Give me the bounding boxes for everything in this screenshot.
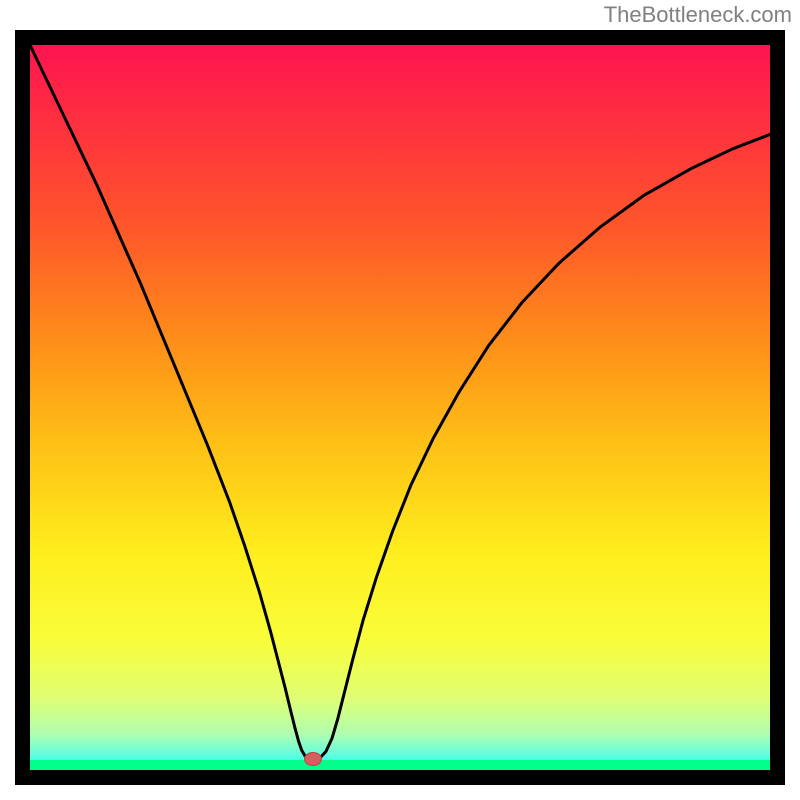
plot-frame bbox=[15, 30, 785, 785]
bottom-strip bbox=[30, 760, 770, 770]
watermark-text: TheBottleneck.com bbox=[604, 2, 792, 28]
plot-area bbox=[30, 45, 770, 770]
chart-container: TheBottleneck.com bbox=[0, 0, 800, 800]
gradient-background bbox=[30, 45, 770, 770]
optimum-marker bbox=[304, 752, 322, 766]
